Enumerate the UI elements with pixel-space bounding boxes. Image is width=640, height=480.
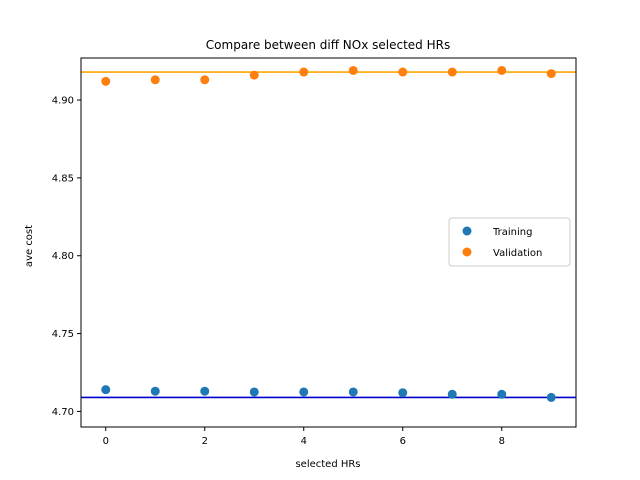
plot-area: 0 2 4 6 8 4.70 4.75 4.80 4.85 4.90 Training Validat…	[52, 57, 577, 447]
legend-label-training: Training	[492, 227, 532, 238]
point-validation-4	[299, 67, 309, 77]
chart-title: Compare between diff NOx selected HRs	[206, 38, 450, 52]
point-training-0	[101, 385, 111, 395]
point-training-1	[150, 386, 160, 396]
point-validation-9	[546, 69, 556, 79]
point-validation-3	[249, 70, 259, 80]
point-training-2	[200, 386, 210, 396]
y-tick-label-2: 4.80	[52, 251, 74, 262]
plot-frame	[80, 57, 577, 428]
x-tick-label-0: 0	[103, 436, 109, 447]
x-axis-label: selected HRs	[295, 459, 360, 470]
x-tick-label-4: 8	[499, 436, 505, 447]
x-tick-label-1: 2	[202, 436, 208, 447]
point-training-9	[546, 392, 556, 402]
y-tick-label-1: 4.75	[52, 329, 74, 340]
x-tick-label-3: 6	[400, 436, 406, 447]
x-tick-label-2: 4	[301, 436, 307, 447]
point-validation-5	[348, 65, 358, 75]
y-axis-label: ave cost	[24, 225, 35, 267]
point-training-7	[447, 389, 457, 399]
point-training-3	[249, 387, 259, 397]
point-validation-2	[200, 75, 210, 85]
y-tick-label-4: 4.90	[52, 96, 74, 107]
legend-marker-validation	[462, 247, 472, 257]
legend-marker-training	[462, 226, 472, 236]
y-tick-label-3: 4.85	[52, 173, 74, 184]
point-validation-0	[101, 76, 111, 86]
point-training-5	[348, 387, 358, 397]
point-training-4	[299, 387, 309, 397]
point-training-8	[497, 389, 507, 399]
legend-box	[448, 217, 571, 267]
point-training-6	[398, 388, 408, 398]
point-validation-1	[150, 75, 160, 85]
y-tick-label-0: 4.70	[52, 407, 74, 418]
point-validation-6	[398, 67, 408, 77]
point-validation-8	[497, 65, 507, 75]
point-validation-7	[447, 67, 457, 77]
legend-label-validation: Validation	[493, 248, 542, 259]
